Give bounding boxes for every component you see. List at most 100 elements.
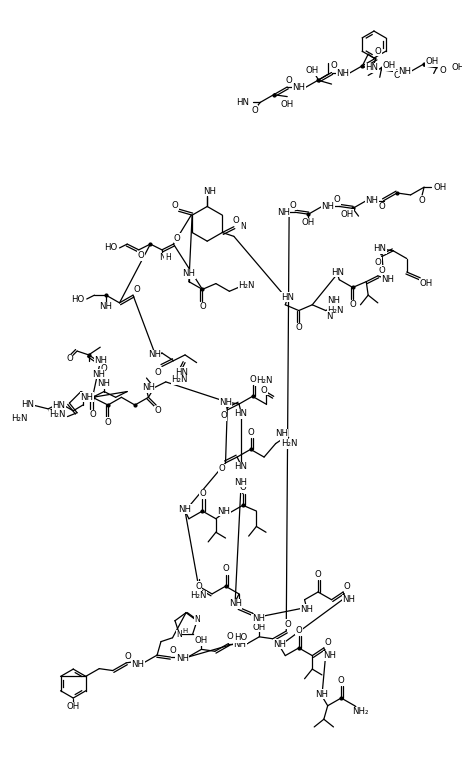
Text: NH: NH bbox=[337, 69, 350, 78]
Text: HN: HN bbox=[281, 293, 294, 302]
Text: H₂N: H₂N bbox=[256, 377, 272, 385]
Text: NH: NH bbox=[342, 595, 355, 604]
Text: NH: NH bbox=[217, 506, 230, 515]
Text: O: O bbox=[199, 489, 206, 498]
Text: HN: HN bbox=[53, 400, 66, 409]
Text: O: O bbox=[174, 233, 181, 243]
Text: OH: OH bbox=[302, 218, 315, 227]
Text: OH: OH bbox=[67, 702, 80, 711]
Text: O: O bbox=[378, 202, 385, 211]
Text: NH: NH bbox=[252, 615, 265, 624]
Text: H: H bbox=[182, 628, 188, 634]
Text: O: O bbox=[378, 265, 385, 274]
Text: O: O bbox=[239, 484, 246, 493]
Text: NH₂: NH₂ bbox=[352, 707, 369, 716]
Text: NH: NH bbox=[323, 651, 336, 660]
Text: N: N bbox=[194, 615, 200, 625]
Text: OH: OH bbox=[434, 183, 447, 192]
Text: H₂N: H₂N bbox=[281, 439, 298, 448]
Text: O: O bbox=[440, 66, 447, 75]
Text: NH: NH bbox=[292, 83, 305, 92]
Text: HN: HN bbox=[21, 399, 34, 409]
Text: O: O bbox=[251, 105, 258, 114]
Text: H₂N: H₂N bbox=[238, 281, 255, 290]
Text: O: O bbox=[324, 637, 331, 647]
Text: NH: NH bbox=[300, 605, 313, 614]
Text: NH: NH bbox=[148, 350, 161, 359]
Text: O: O bbox=[261, 386, 267, 395]
Text: NH: NH bbox=[176, 653, 188, 662]
Text: O: O bbox=[349, 300, 356, 309]
Text: OH: OH bbox=[253, 622, 266, 631]
Text: NH: NH bbox=[275, 430, 288, 438]
Text: NH: NH bbox=[277, 208, 290, 217]
Text: NH: NH bbox=[219, 398, 232, 406]
Text: H₂N: H₂N bbox=[49, 410, 66, 419]
Text: H₂N: H₂N bbox=[171, 375, 188, 384]
Text: O: O bbox=[338, 676, 345, 685]
Text: OH: OH bbox=[383, 61, 396, 70]
Text: N: N bbox=[326, 312, 333, 321]
Text: O: O bbox=[295, 324, 302, 333]
Text: HN: HN bbox=[234, 409, 248, 418]
Text: O: O bbox=[227, 632, 234, 641]
Text: N: N bbox=[241, 222, 246, 231]
Text: O: O bbox=[195, 581, 202, 590]
Text: NH: NH bbox=[273, 640, 286, 649]
Text: O: O bbox=[101, 364, 108, 373]
Text: O: O bbox=[125, 652, 132, 661]
Text: O: O bbox=[222, 565, 229, 573]
Text: HN: HN bbox=[373, 244, 386, 253]
Text: NH: NH bbox=[99, 302, 113, 312]
Text: O: O bbox=[285, 620, 292, 629]
Text: OH: OH bbox=[306, 66, 319, 75]
Text: H₂N: H₂N bbox=[190, 591, 207, 600]
Text: HN: HN bbox=[236, 98, 249, 107]
Text: HN: HN bbox=[365, 63, 378, 72]
Text: HO: HO bbox=[72, 295, 85, 303]
Text: O: O bbox=[137, 251, 144, 260]
Text: O: O bbox=[155, 406, 161, 415]
Text: O: O bbox=[330, 61, 337, 70]
Text: O: O bbox=[169, 646, 176, 655]
Text: NH: NH bbox=[321, 202, 334, 211]
Text: O: O bbox=[247, 428, 254, 437]
Text: NH: NH bbox=[182, 269, 195, 278]
Text: O: O bbox=[104, 418, 111, 427]
Text: O: O bbox=[219, 464, 225, 473]
Text: OH: OH bbox=[425, 58, 438, 67]
Text: NH: NH bbox=[234, 478, 248, 487]
Text: NH: NH bbox=[203, 186, 216, 196]
Text: HO: HO bbox=[234, 633, 248, 642]
Text: HN: HN bbox=[175, 368, 188, 377]
Text: NH: NH bbox=[316, 690, 328, 699]
Text: H₂N: H₂N bbox=[327, 306, 344, 315]
Text: O: O bbox=[134, 285, 140, 294]
Text: O: O bbox=[286, 76, 292, 85]
Text: NH: NH bbox=[327, 296, 340, 305]
Text: NH: NH bbox=[233, 640, 247, 649]
Text: N: N bbox=[176, 630, 182, 639]
Text: O: O bbox=[295, 626, 302, 635]
Text: O: O bbox=[394, 71, 401, 80]
Text: O: O bbox=[232, 217, 239, 225]
Text: NH: NH bbox=[97, 379, 110, 388]
Text: H₂N: H₂N bbox=[12, 414, 28, 423]
Text: H: H bbox=[165, 253, 170, 262]
Text: O: O bbox=[171, 201, 178, 210]
Text: O: O bbox=[344, 581, 350, 590]
Text: O: O bbox=[220, 411, 227, 420]
Text: HO: HO bbox=[104, 243, 118, 252]
Text: OH: OH bbox=[280, 100, 294, 109]
Text: O: O bbox=[89, 410, 96, 419]
Text: N: N bbox=[158, 253, 165, 262]
Text: NH: NH bbox=[142, 384, 155, 392]
Text: O: O bbox=[155, 368, 161, 377]
Text: NH: NH bbox=[92, 370, 105, 379]
Text: O: O bbox=[66, 354, 73, 363]
Text: OH: OH bbox=[451, 63, 462, 72]
Text: NH: NH bbox=[80, 393, 93, 402]
Text: HN: HN bbox=[234, 462, 248, 471]
Text: NH: NH bbox=[94, 356, 108, 365]
Text: OH: OH bbox=[340, 210, 353, 219]
